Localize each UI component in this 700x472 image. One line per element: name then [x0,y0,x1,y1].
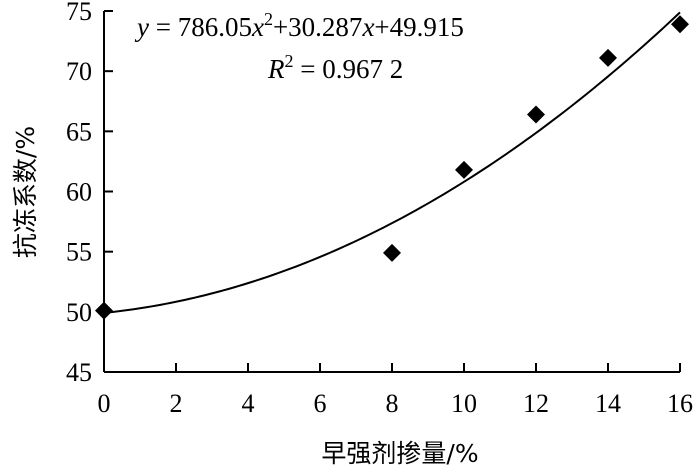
fit-equation: y = 786.05x2+30.287x+49.915 [134,9,464,42]
eq-coef-a: = 786.05 [149,12,252,42]
r2-var: R [267,54,285,84]
y-tick-label: 45 [66,358,92,387]
data-point [455,160,473,179]
x-tick-label: 2 [170,389,183,418]
eq-x-var-2: x [361,12,374,42]
y-tick-label: 50 [66,298,92,327]
x-axis-title: 早强剂掺量/% [321,439,478,468]
eq-y-var: y [134,12,149,42]
data-point [383,243,401,262]
y-tick-label: 75 [66,0,92,26]
x-tick-label: 8 [386,389,399,418]
x-tick-label: 0 [98,389,111,418]
y-tick-label: 60 [66,178,92,207]
x-tick-label: 10 [451,389,477,418]
x-tick-label: 12 [523,389,549,418]
data-point [95,301,113,320]
y-tick-label: 55 [66,238,92,267]
x-tick-label: 16 [667,389,693,418]
eq-x-var-1: x [251,12,264,42]
eq-sup-2: 2 [264,9,273,29]
eq-coef-c: +49.915 [374,12,463,42]
data-point [599,48,617,67]
fit-layer [103,11,681,314]
r2-value: = 0.967 2 [294,54,404,84]
data-point [671,15,689,34]
x-tick-label: 14 [595,389,621,418]
points [95,15,689,320]
x-tick-label: 4 [242,389,255,418]
x-tick-label: 6 [314,389,327,418]
y-axis-title: 抗冻系数/% [11,126,40,258]
eq-coef-b: +30.287 [273,12,362,42]
y-tick-label: 65 [66,117,92,146]
data-point [527,105,545,124]
fit-curve [103,11,681,314]
r2-sup: 2 [285,51,294,71]
ticks: 0 2 4 6 8 10 12 14 16 45 50 55 60 65 70 75 [66,0,693,418]
y-tick-label: 70 [66,57,92,86]
labels: 早强剂掺量/% 抗冻系数/% y = 786.05x2+30.287x+49.9… [11,9,479,468]
r-squared-annotation: R2 = 0.967 2 [267,51,403,84]
